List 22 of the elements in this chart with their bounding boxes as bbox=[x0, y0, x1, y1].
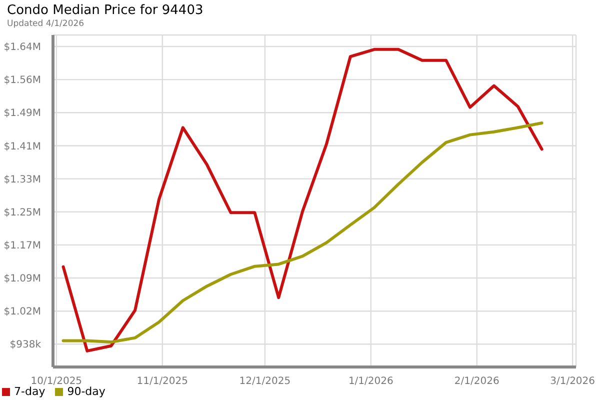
y-tick-label: $1.25M bbox=[4, 207, 41, 218]
x-tick-label: 3/1/2026 bbox=[550, 376, 596, 388]
line-series bbox=[62, 121, 544, 344]
chart-subtitle: Updated 4/1/2026 bbox=[7, 19, 84, 29]
x-tick-label: 10/1/2025 bbox=[30, 376, 82, 388]
y-tick-label: $1.41M bbox=[4, 141, 41, 152]
x-tick-label: 12/1/2025 bbox=[239, 376, 291, 388]
y-tick-label: $1.09M bbox=[4, 274, 41, 285]
y-tick-label: $1.56M bbox=[4, 75, 41, 86]
line-series bbox=[62, 48, 544, 352]
chart-title: Condo Median Price for 94403 bbox=[7, 3, 204, 18]
x-tick-label: 11/1/2025 bbox=[136, 376, 188, 388]
y-tick-label: $1.17M bbox=[4, 240, 41, 252]
x-tick-label: 2/1/2026 bbox=[454, 376, 500, 388]
x-tick-label: 1/1/2026 bbox=[348, 376, 394, 388]
y-tick-label: $1.02M bbox=[4, 306, 41, 318]
legend-label: 7-day bbox=[14, 385, 46, 398]
y-tick-label: $1.64M bbox=[4, 42, 41, 54]
legend-label: 90-day bbox=[67, 385, 106, 398]
y-tick-label: $1.49M bbox=[4, 108, 41, 120]
y-tick-label: $938k bbox=[10, 340, 42, 351]
y-tick-label: $1.33M bbox=[4, 174, 41, 186]
